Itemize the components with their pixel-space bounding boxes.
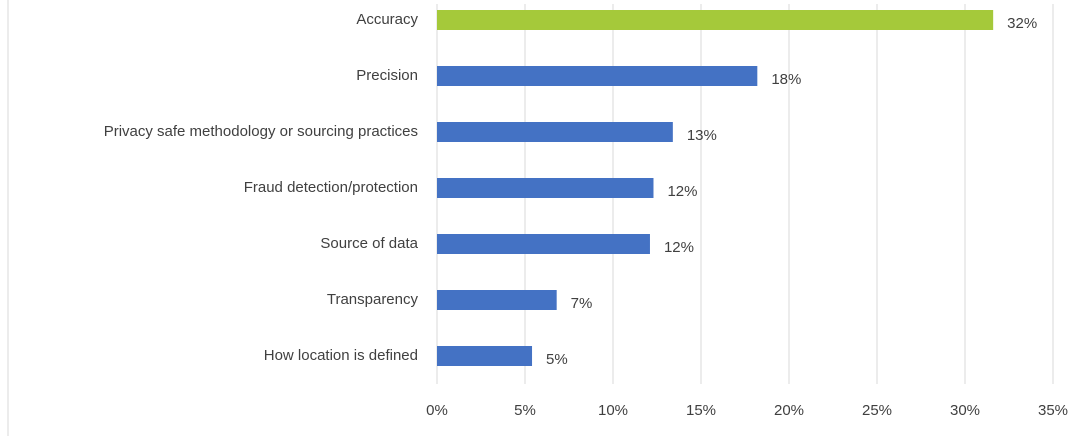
y-tick-label: Fraud detection/protection xyxy=(244,179,418,196)
bar xyxy=(437,234,650,254)
y-tick-label: Precision xyxy=(356,67,418,84)
y-tick-label: Transparency xyxy=(327,291,419,308)
x-tick-label: 0% xyxy=(426,402,448,419)
y-tick-label: Accuracy xyxy=(356,11,418,28)
value-label: 12% xyxy=(664,239,694,256)
x-tick-label: 15% xyxy=(686,402,716,419)
value-label: 18% xyxy=(771,71,801,88)
x-tick-label: 10% xyxy=(598,402,628,419)
x-tick-label: 35% xyxy=(1038,402,1068,419)
bar xyxy=(437,122,673,142)
bar xyxy=(437,66,758,86)
bar xyxy=(437,178,654,198)
y-tick-label: Source of data xyxy=(320,235,418,252)
x-tick-label: 5% xyxy=(514,402,536,419)
value-label: 13% xyxy=(687,127,717,144)
bar xyxy=(437,346,533,366)
x-tick-label: 30% xyxy=(950,402,980,419)
value-label: 32% xyxy=(1007,15,1037,32)
value-label: 7% xyxy=(571,295,593,312)
bar xyxy=(437,290,557,310)
bar xyxy=(437,10,994,30)
x-tick-label: 20% xyxy=(774,402,804,419)
value-label: 12% xyxy=(667,183,697,200)
y-tick-label: How location is defined xyxy=(264,347,418,364)
y-tick-label: Privacy safe methodology or sourcing pra… xyxy=(104,123,418,140)
value-label: 5% xyxy=(546,351,568,368)
x-tick-label: 25% xyxy=(862,402,892,419)
